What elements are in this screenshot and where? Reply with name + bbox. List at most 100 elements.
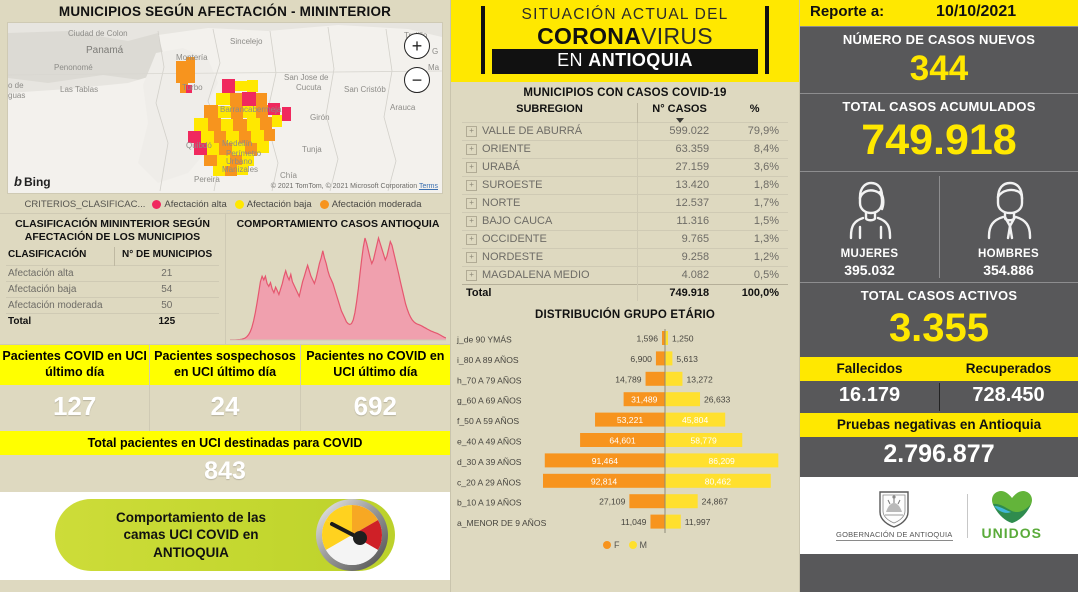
legend-criteria-label: CRITERIOS_CLASIFICAC... — [24, 199, 146, 210]
pyramid-bar-male[interactable] — [665, 391, 701, 406]
table-row[interactable]: + NORTE 12.537 1,7% — [462, 193, 788, 213]
uci-card-suspected[interactable]: Pacientes sospechosos en UCI último día … — [150, 345, 301, 432]
pyramid-bar-female[interactable] — [623, 391, 665, 406]
age-pyramid-chart[interactable]: j_de 90 YMÁS 1,596 1,250 i_80 A 89 AÑOS 6,90… — [451, 325, 799, 550]
subregion-col-header[interactable]: SUBREGION — [516, 102, 583, 115]
pyramid-bar-male[interactable] — [665, 371, 683, 386]
pct-col-header[interactable]: % — [749, 102, 760, 115]
pyramid-bar-female[interactable] — [544, 452, 665, 467]
expand-icon[interactable]: + — [466, 161, 477, 173]
table-row[interactable]: + ORIENTE 63.359 8,4% — [462, 139, 788, 159]
table-row[interactable]: + URABÁ 27.159 3,6% — [462, 157, 788, 177]
total-cases-label: TOTAL CASOS ACUMULADOS — [842, 99, 1036, 114]
pyramid-bar-male[interactable] — [665, 432, 743, 447]
expand-icon[interactable]: + — [466, 215, 477, 227]
classification-table: CLASIFICACIÓN N° DE MUNICIPIOS Afectació… — [6, 247, 219, 330]
epidemic-curve-chart[interactable] — [230, 232, 446, 344]
subregion-cases: 4.082 — [636, 265, 722, 285]
legend-label: Afectación alta — [164, 199, 227, 210]
map-label: Pereira — [194, 175, 220, 184]
pyramid-bar-female[interactable] — [629, 493, 665, 508]
pyramid-legend-label: M — [639, 539, 648, 550]
legend-item-baja[interactable]: Afectación baja — [234, 199, 312, 210]
pyramid-bar-female[interactable] — [580, 432, 665, 447]
table-row[interactable]: + BAJO CAUCA 11.316 1,5% — [462, 211, 788, 231]
subregion-pct: 3,6% — [721, 157, 788, 177]
footer-logos: GOBERNACIÓN DE ANTIOQUIA UNIDOS — [800, 477, 1078, 554]
pyramid-bar-male[interactable] — [665, 412, 726, 427]
table-row[interactable]: + NORDESTE 9.258 1,2% — [462, 247, 788, 267]
unidos-logo: UNIDOS — [982, 490, 1042, 541]
pyramid-legend-f[interactable]: F — [603, 540, 620, 550]
subregion-cases: 599.022 — [636, 121, 722, 141]
pyramid-legend-m[interactable]: M — [628, 539, 648, 550]
subregion-cases: 13.420 — [636, 175, 722, 195]
subregion-name-cell: + ORIENTE — [462, 139, 638, 159]
banner-antioquia-text: ANTIOQUIA — [588, 49, 693, 70]
subregion-name-cell: + URABÁ — [462, 157, 638, 177]
pyramid-bar-male[interactable] — [665, 350, 673, 365]
pyramid-value-male: 80,462 — [705, 476, 732, 486]
pyramid-value-female: 1,596 — [636, 333, 658, 343]
pyramid-bar-female[interactable] — [655, 350, 665, 365]
subregion-name-cell: + VALLE DE ABURRÁ — [462, 121, 638, 141]
gender-card-men: HOMBRES 354.886 — [939, 172, 1078, 282]
uci-card-noncovid[interactable]: Pacientes no COVID en UCI último día 692 — [300, 345, 450, 431]
pyramid-bar-female[interactable] — [662, 330, 665, 345]
pyramid-bar-male[interactable] — [665, 452, 779, 467]
bing-logo: b Bing — [14, 174, 51, 189]
map-title: MUNICIPIOS SEGÚN AFECTACIÓN - MININTERIO… — [58, 4, 392, 19]
map-label: Penonomé — [54, 63, 93, 72]
map-terms-link[interactable]: Terms — [418, 183, 438, 190]
pyramid-bar-male[interactable] — [665, 493, 698, 508]
subregion-total-label: Total — [462, 283, 638, 301]
table-row[interactable]: Afectación alta 21 — [6, 265, 219, 282]
uci-card-covid[interactable]: Pacientes COVID en UCI último día 127 — [0, 345, 151, 432]
uci-card-label: Pacientes no COVID en UCI último día — [300, 345, 450, 386]
pyramid-bar-male[interactable] — [665, 473, 771, 488]
uci-beds-banner[interactable]: Comportamiento de las camas UCI COVID en… — [55, 499, 395, 572]
age-pyramid-svg: j_de 90 YMÁS 1,596 1,250 i_80 A 89 AÑOS 6,90… — [456, 328, 779, 533]
coronavirus-banner: SITUACIÓN ACTUAL DEL CORONAVIRUS EN ANTI… — [451, 0, 799, 82]
expand-icon[interactable]: + — [466, 269, 477, 281]
table-row[interactable]: + OCCIDENTE 9.765 1,3% — [462, 229, 788, 249]
expand-icon[interactable]: + — [466, 143, 477, 155]
uci-total-card[interactable]: Total pacientes en UCI destinadas para C… — [0, 431, 450, 492]
pyramid-value-male: 13,272 — [686, 374, 713, 384]
map-label: San Jose de — [284, 73, 329, 82]
classification-col-header[interactable]: N° DE MUNICIPIOS — [114, 247, 219, 266]
pyramid-category-label: b_10 A 19 AÑOS — [457, 497, 522, 507]
negative-tests-value: 2.796.877 — [883, 440, 995, 468]
pyramid-bar-male[interactable] — [665, 514, 681, 529]
new-cases-card: NÚMERO DE CASOS NUEVOS 344 — [800, 27, 1078, 93]
map-widget[interactable]: Ciudad de Colon Panamá Penonomé Las Tabl… — [7, 22, 443, 194]
cases-col-header[interactable]: N° CASOS — [636, 102, 722, 123]
table-row[interactable]: + VALLE DE ABURRÁ 599.022 79,9% — [462, 121, 788, 141]
expand-icon[interactable]: + — [466, 251, 477, 263]
classification-col-header[interactable]: CLASIFICACIÓN — [8, 249, 87, 261]
pyramid-bar-female[interactable] — [650, 514, 665, 529]
legend-item-moderada[interactable]: Afectación moderada — [319, 199, 421, 210]
table-row[interactable]: + SUROESTE 13.420 1,8% — [462, 175, 788, 195]
map-credit-text: © 2021 TomTom, © 2021 Microsoft Corporat… — [270, 183, 418, 190]
pyramid-value-female: 64,601 — [609, 435, 636, 445]
pyramid-bar-female[interactable] — [595, 412, 665, 427]
map-label: Ciudad de Colon — [68, 29, 128, 38]
map-zoom-out-button[interactable]: − — [404, 67, 430, 93]
legend-item-alta[interactable]: Afectación alta — [152, 199, 227, 210]
expand-icon[interactable]: + — [466, 179, 477, 191]
classification-total-value: 125 — [114, 313, 219, 330]
new-cases-label: NÚMERO DE CASOS NUEVOS — [842, 32, 1036, 47]
pyramid-bar-female[interactable] — [543, 473, 665, 488]
pyramid-bar-female[interactable] — [645, 371, 665, 386]
map-zoom-in-button[interactable]: + — [404, 33, 430, 59]
expand-icon[interactable]: + — [466, 125, 477, 137]
subregion-name-cell: + SUROESTE — [462, 175, 638, 195]
table-row[interactable]: Afectación baja 54 — [6, 281, 219, 298]
expand-icon[interactable]: + — [466, 197, 477, 209]
table-row[interactable]: + MAGDALENA MEDIO 4.082 0,5% — [462, 265, 788, 285]
table-row[interactable]: Afectación moderada 50 — [6, 297, 219, 314]
pyramid-bar-male[interactable] — [665, 330, 668, 345]
expand-icon[interactable]: + — [466, 233, 477, 245]
